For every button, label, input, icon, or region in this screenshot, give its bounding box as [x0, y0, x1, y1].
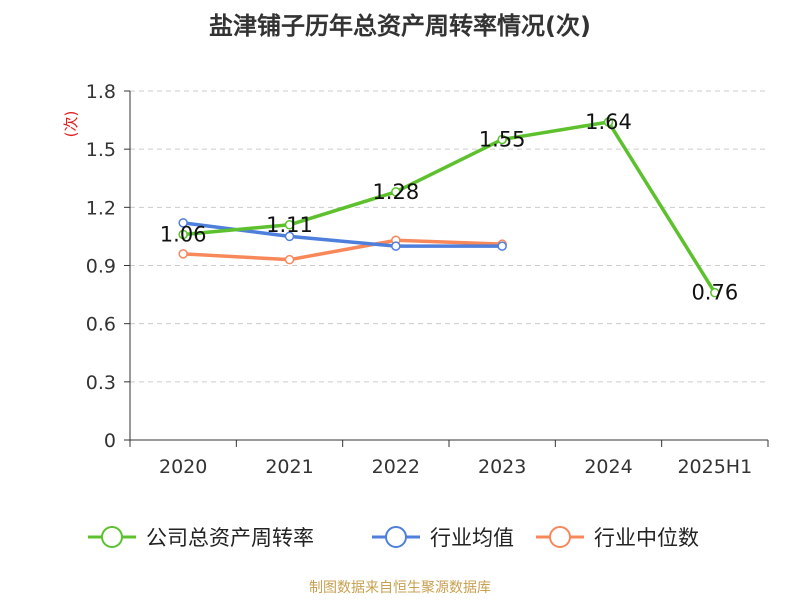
legend-item[interactable]: 行业中位数: [536, 526, 699, 550]
data-point[interactable]: [178, 229, 188, 240]
x-tick-label: 2025H1: [677, 456, 752, 478]
data-point[interactable]: [710, 287, 720, 298]
x-tick-label: 2024: [584, 456, 632, 478]
y-tick-label: 0.6: [86, 314, 116, 336]
y-tick-label: 0.3: [86, 372, 116, 394]
x-tick-label: 2022: [372, 456, 420, 478]
legend-item[interactable]: 行业均值: [372, 526, 514, 550]
data-point[interactable]: [391, 187, 401, 197]
data-point[interactable]: [497, 241, 507, 251]
x-tick-label: 2021: [265, 456, 313, 478]
chart-title: 盐津铺子历年总资产周转率情况(次): [209, 12, 591, 40]
y-tick-label: 0.9: [86, 256, 116, 278]
series-line: [183, 120, 717, 294]
data-point[interactable]: [284, 231, 295, 242]
legend-label: 公司总资产周转率: [146, 526, 314, 550]
data-point[interactable]: [284, 220, 295, 230]
series-layer: [178, 117, 720, 298]
legend[interactable]: 公司总资产周转率 行业均值 行业中位数: [88, 526, 699, 550]
data-point[interactable]: [391, 241, 401, 251]
grid-lines: [130, 90, 768, 383]
data-label: 1.55: [479, 127, 526, 151]
data-point[interactable]: [178, 249, 188, 259]
data-point[interactable]: [284, 254, 295, 265]
data-point[interactable]: [603, 117, 614, 127]
source-note: 制图数据来自恒生聚源数据库: [309, 580, 491, 596]
y-tick-label: 1.8: [86, 81, 116, 103]
data-label: 0.76: [691, 281, 738, 305]
data-point[interactable]: [497, 134, 507, 145]
data-point[interactable]: [178, 218, 188, 228]
legend-label: 行业中位数: [594, 526, 699, 550]
legend-marker: [385, 526, 407, 548]
legend-marker: [549, 526, 571, 548]
data-label: 1.28: [372, 180, 419, 204]
data-label: 1.06: [160, 222, 207, 246]
data-label: 1.64: [585, 110, 632, 134]
y-tick-label: 1.2: [86, 197, 116, 219]
x-tick-label: 2020: [159, 456, 207, 478]
series-line: [183, 238, 503, 262]
y-tick-label: 0: [104, 430, 116, 452]
data-labels: 1.06 1.11 1.28 1.55 1.64 0.76: [160, 110, 738, 305]
x-tick-label: 2023: [478, 456, 526, 478]
data-label: 1.11: [266, 213, 313, 237]
y-axis-title: (次): [62, 111, 80, 138]
y-tick-label: 1.5: [86, 139, 116, 161]
legend-marker: [101, 526, 123, 548]
legend-item[interactable]: 公司总资产周转率: [88, 526, 314, 550]
legend-label: 行业均值: [430, 526, 514, 550]
axes: 0 0.3 0.6 0.9 1.2 1.5 1.8 2020 2021 2022 2023 2024 2…: [62, 81, 769, 478]
